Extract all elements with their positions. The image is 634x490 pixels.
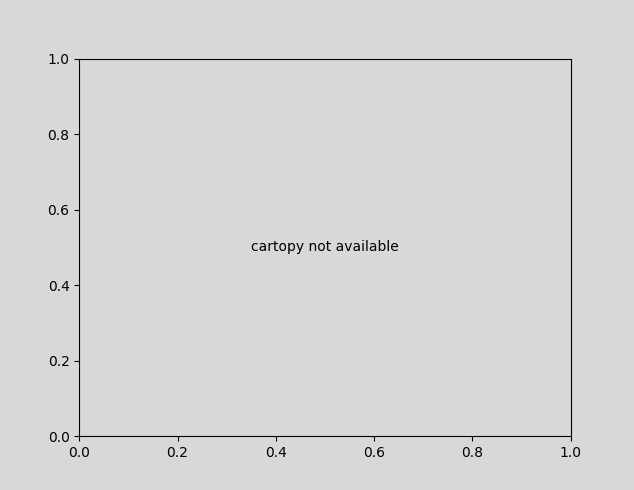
- Text: cartopy not available: cartopy not available: [251, 241, 399, 254]
